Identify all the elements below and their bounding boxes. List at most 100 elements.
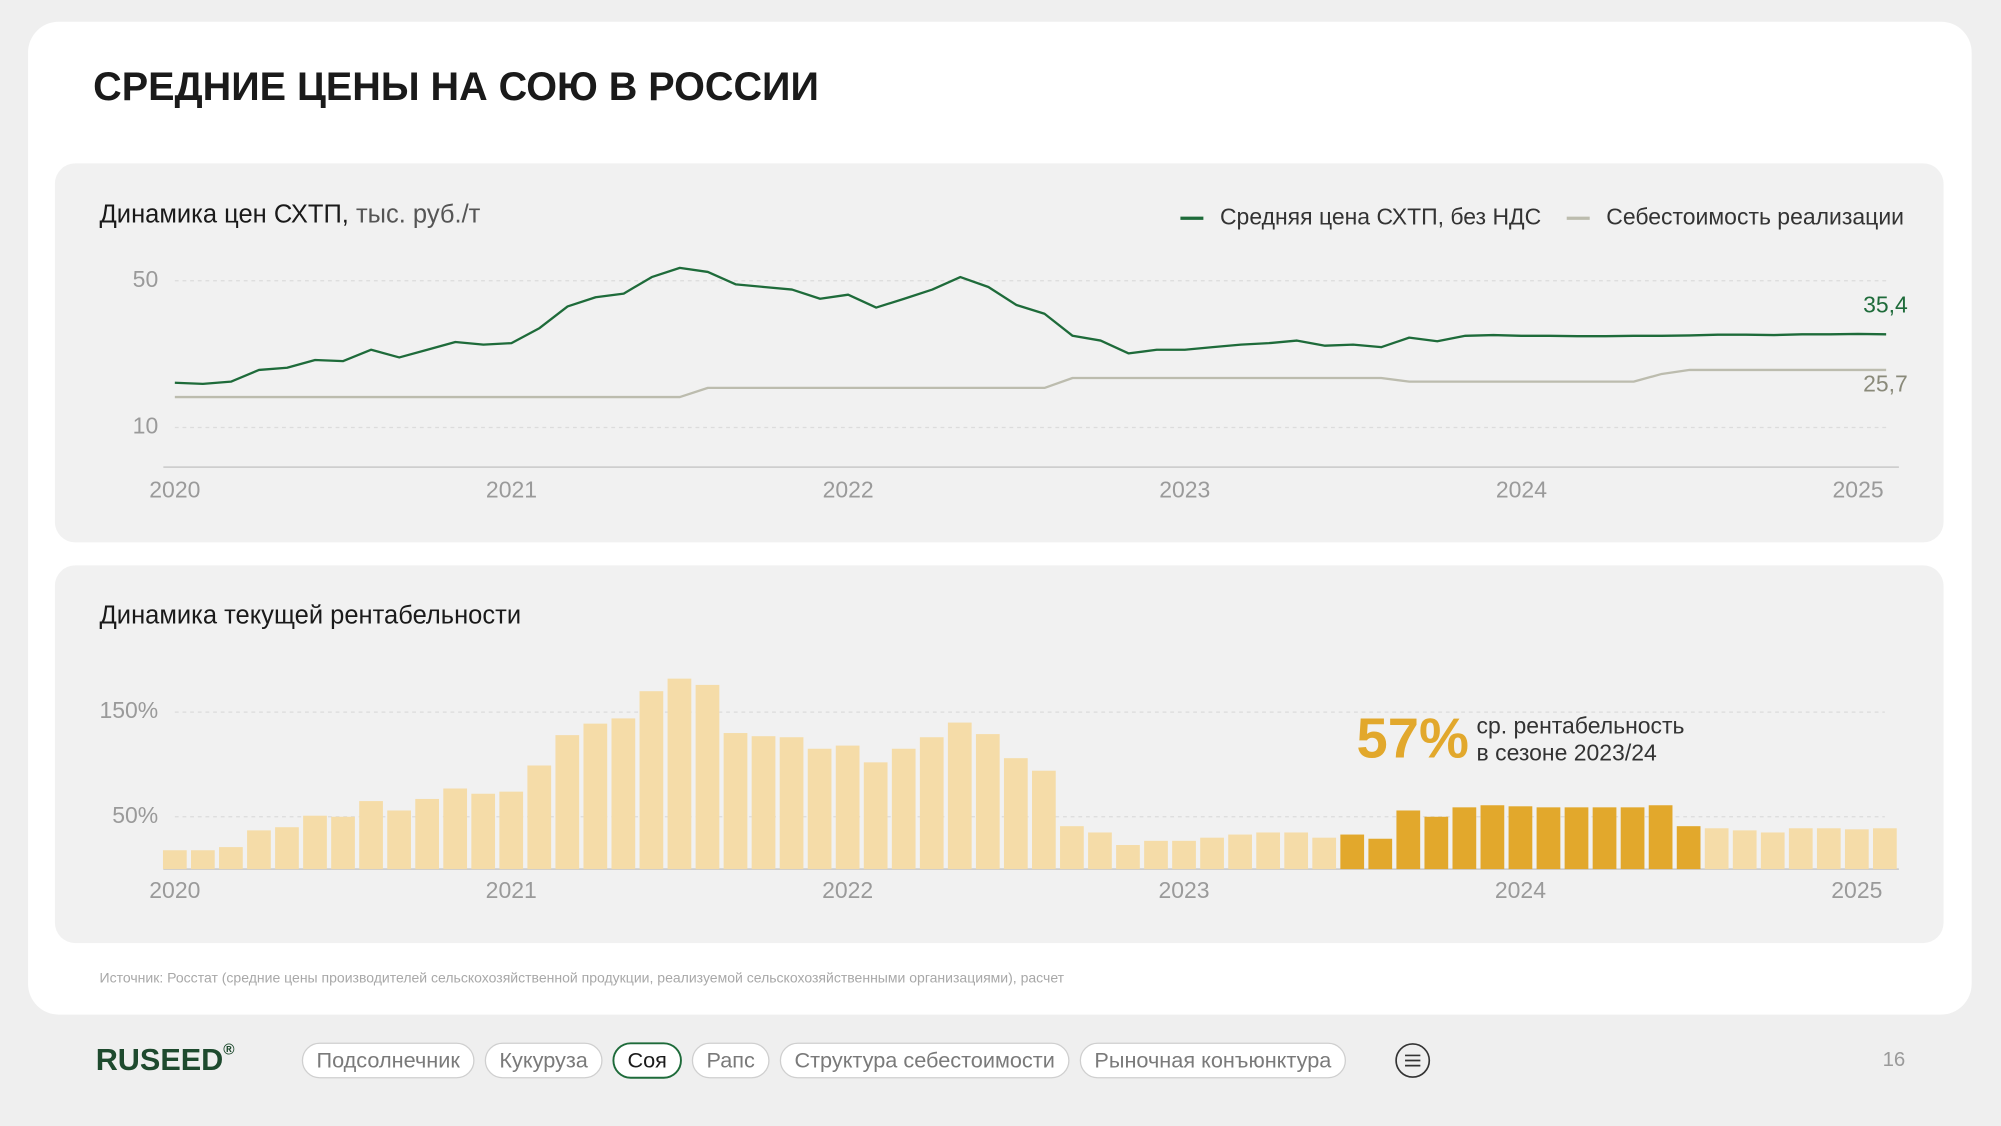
bar [1060,826,1084,870]
bar [499,791,524,870]
bar [1592,807,1617,870]
bar [1676,826,1701,870]
bar [303,815,327,870]
menu-icon[interactable] [1405,1054,1421,1067]
bar [863,762,888,870]
logo-text: RUSEED [96,1043,224,1077]
line [174,368,1887,399]
bar [611,718,636,870]
value-label: 35,4 [1863,291,1908,317]
bar [247,830,271,870]
x-tick-label: 2025 [1831,877,1882,903]
bar [387,810,411,870]
nav-label[interactable]: Рапс [706,1048,755,1073]
nav-pill[interactable] [301,1042,475,1079]
nav-pill[interactable] [691,1042,770,1079]
bar [1144,840,1168,870]
x-tick-label: 2024 [1496,476,1547,502]
bar [1452,807,1477,870]
bar [835,745,860,870]
annotation-text: в сезоне 2023/24 [1477,739,1657,765]
nav-pill[interactable] [779,1042,1070,1079]
bar [1368,838,1393,870]
x-tick-label: 2024 [1495,877,1546,903]
bar [947,722,972,870]
line [174,266,1887,386]
nav-item[interactable]: Подсолнечник [301,1042,475,1079]
bar [527,765,552,870]
bar [1088,832,1112,870]
nav-pill[interactable] [484,1042,603,1079]
bar [1788,828,1813,870]
bar [1031,770,1056,870]
nav-item[interactable]: Структура себестоимости [779,1042,1070,1079]
bar [1424,816,1449,870]
nav-item[interactable]: Рапс [691,1042,770,1079]
bar [359,801,383,870]
legend: Себестоимость реализации Средняя цена СХТ… [1180,203,1904,229]
nav-label[interactable]: Структура себестоимости [794,1048,1054,1073]
bar [695,684,720,870]
x-tick-label: 2022 [822,877,873,903]
page-title: СРЕДНИЕ ЦЕНЫ НА СОЮ В РОССИИ [93,65,819,109]
nav-item[interactable]: Кукуруза [484,1042,603,1079]
bar [1256,832,1281,870]
bar [1564,807,1589,870]
value-label: 25,7 [1863,370,1908,396]
bar [162,850,187,870]
bar [1003,758,1028,870]
nav-pill[interactable] [612,1042,682,1079]
bar [723,733,748,870]
nav-label[interactable]: Кукуруза [499,1048,588,1073]
menu-circle[interactable] [1395,1043,1431,1078]
source: Источник: Росстат (средние цены производ… [100,970,1065,986]
legend-label: Средняя цена СХТП, без НДС [1220,203,1541,229]
bar [555,735,580,870]
bar [275,827,299,870]
nav-label[interactable]: Рыночная конъюнктура [1094,1048,1332,1073]
x-tick-label: 2025 [1833,476,1884,502]
nav-item[interactable]: Соя [612,1042,682,1079]
bar [1396,810,1421,870]
bar [1536,807,1561,870]
nav-item[interactable]: Рыночная конъюнктура [1079,1042,1346,1079]
x-tick-label: 2020 [149,476,200,502]
y-tick-label: 150% [99,697,158,723]
bar [1228,834,1252,870]
panel [54,163,1944,543]
bar [415,798,440,870]
bar [1732,830,1757,870]
y-tick-label: 50 [133,266,159,292]
bar [471,793,496,870]
logo: RUSEED® [96,1041,236,1077]
bar [1172,840,1196,870]
nav-label[interactable]: Подсолнечник [316,1048,460,1073]
logo-mark: ® [223,1041,235,1058]
bar [1648,805,1673,870]
bar [1620,807,1645,870]
bar [1116,845,1140,870]
bar [1873,828,1897,870]
bar [1508,806,1533,870]
bar [667,678,692,870]
menu-button[interactable] [1395,1043,1431,1078]
nav-pill[interactable] [1079,1042,1346,1079]
chart-title: Динамика текущей рентабельности [100,601,522,629]
legend-label: Себестоимость реализации [1606,203,1904,229]
bar [331,816,355,870]
bar [1816,828,1841,870]
x-tick-label: 2021 [486,476,537,502]
bar [1200,837,1224,870]
nav-label[interactable]: Соя [627,1048,666,1073]
bar [1480,805,1505,870]
y-tick-label: 50% [112,802,158,828]
bar [807,748,832,870]
bar [1704,828,1729,870]
bar [639,691,664,870]
bar [975,734,1000,870]
annotation-value: 57% [1357,707,1469,770]
bar [190,850,215,870]
bar [919,737,944,870]
